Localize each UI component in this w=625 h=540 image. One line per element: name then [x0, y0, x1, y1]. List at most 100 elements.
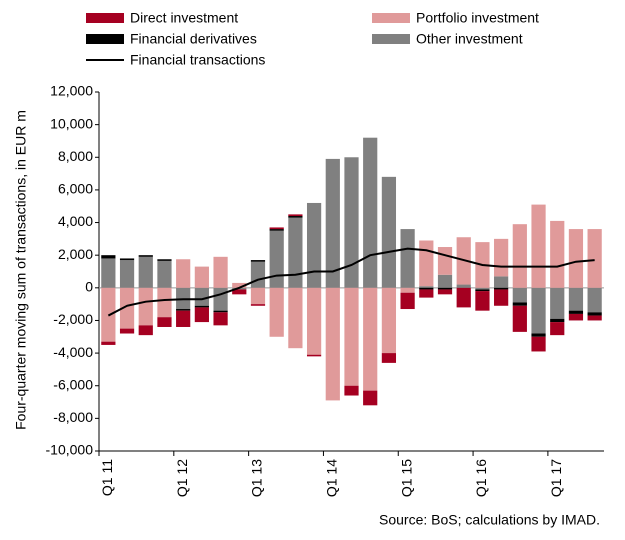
x-tick-label: Q1 12	[174, 459, 190, 497]
bar	[138, 287, 153, 326]
y-tick-label: 0	[85, 279, 93, 295]
bar	[494, 289, 509, 306]
bar	[475, 291, 490, 311]
legend-label: Other investment	[416, 31, 523, 47]
bar	[250, 287, 266, 305]
bar	[381, 287, 397, 354]
legend-swatch	[86, 13, 124, 23]
x-tick-label: Q1 15	[398, 459, 414, 497]
bar	[194, 307, 209, 323]
bar	[531, 333, 546, 337]
bar	[232, 289, 247, 295]
bar	[269, 230, 284, 288]
bar	[250, 304, 266, 306]
x-tick-label: Q1 11	[99, 459, 115, 496]
bar	[419, 289, 434, 298]
bar	[306, 202, 322, 288]
legend-swatch	[86, 34, 124, 44]
x-tick-label: Q1 16	[473, 459, 489, 497]
bar	[213, 310, 228, 313]
bar	[194, 305, 209, 308]
y-tick-label: -2,000	[53, 311, 93, 327]
bar	[568, 229, 584, 288]
legend-label: Portfolio investment	[416, 10, 539, 26]
bar	[325, 158, 340, 288]
bar	[101, 255, 116, 259]
bar	[512, 302, 527, 306]
bar	[157, 317, 172, 327]
bar	[288, 217, 303, 288]
bar	[568, 313, 584, 321]
bar	[176, 259, 191, 288]
y-tick-label: -4,000	[53, 344, 93, 360]
bar	[250, 261, 266, 288]
bar	[419, 286, 434, 288]
y-tick-label: 6,000	[58, 181, 93, 197]
bar	[587, 229, 602, 288]
bar	[306, 287, 322, 355]
bar	[437, 274, 453, 288]
bar	[288, 287, 303, 349]
bar	[119, 260, 135, 288]
line	[107, 247, 595, 317]
bar	[512, 305, 527, 332]
bar	[456, 284, 471, 288]
bar	[101, 341, 116, 345]
y-tick-label: 2,000	[58, 246, 93, 262]
bar	[512, 224, 527, 288]
bar	[568, 287, 584, 311]
legend-swatch	[372, 13, 410, 23]
bar	[587, 315, 602, 321]
bar	[157, 259, 172, 261]
bar	[288, 214, 303, 217]
y-axis-label: Four-quarter moving sum of transactions,…	[13, 110, 29, 430]
bar	[119, 287, 135, 329]
bar	[157, 287, 172, 318]
bar	[381, 176, 397, 288]
x-tick-label: Q1 17	[548, 459, 564, 497]
bar	[494, 238, 509, 277]
bar	[381, 353, 397, 363]
bar	[119, 328, 135, 334]
bar	[587, 287, 602, 313]
bar	[437, 289, 453, 295]
bar	[363, 287, 378, 391]
bar	[176, 309, 191, 311]
bar	[119, 258, 135, 261]
legend-label: Financial derivatives	[130, 31, 257, 47]
y-tick-label: 10,000	[50, 115, 93, 131]
bar	[325, 287, 340, 401]
bar	[176, 310, 191, 327]
bar	[550, 220, 565, 288]
bar	[512, 287, 527, 303]
y-tick-label: 8,000	[58, 148, 93, 164]
bar	[550, 287, 565, 319]
bar	[344, 385, 359, 396]
bar	[157, 260, 172, 288]
x-tick-label: Q1 13	[249, 459, 265, 497]
bar	[419, 240, 434, 287]
y-tick-label: -6,000	[53, 376, 93, 392]
bar	[437, 287, 453, 290]
y-tick-label: 4,000	[58, 213, 93, 229]
bar	[437, 247, 453, 275]
bar	[568, 310, 584, 314]
bar	[138, 256, 153, 288]
bar	[288, 216, 303, 218]
bar	[419, 287, 434, 290]
bar	[138, 255, 153, 257]
bar	[400, 292, 415, 310]
bar	[269, 227, 284, 230]
bar	[344, 287, 359, 386]
y-tick-label: 12,000	[50, 83, 93, 99]
x-tick-label: Q1 14	[323, 459, 339, 497]
bar	[400, 229, 415, 288]
bar	[213, 312, 228, 326]
bar	[250, 260, 266, 262]
bar	[531, 204, 546, 288]
bar	[475, 289, 490, 292]
bar	[194, 266, 209, 288]
bar	[269, 287, 284, 337]
